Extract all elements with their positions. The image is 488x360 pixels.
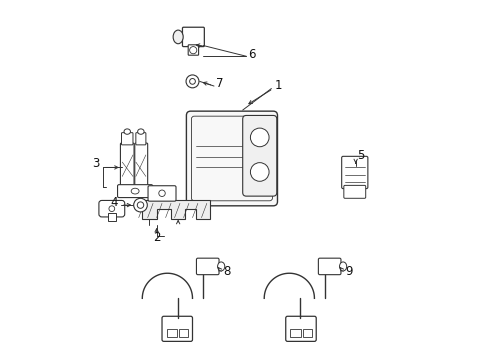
FancyBboxPatch shape (343, 185, 365, 198)
Bar (166, 329, 177, 337)
Text: 6: 6 (247, 48, 255, 61)
Text: 5: 5 (357, 149, 364, 162)
Ellipse shape (137, 129, 144, 134)
FancyBboxPatch shape (135, 143, 147, 188)
Text: 3: 3 (92, 157, 99, 170)
Text: 8: 8 (223, 265, 230, 278)
Polygon shape (135, 200, 210, 220)
Circle shape (185, 75, 199, 88)
Ellipse shape (339, 262, 346, 271)
FancyBboxPatch shape (117, 185, 152, 198)
Circle shape (159, 190, 165, 197)
Bar (107, 213, 116, 221)
Circle shape (109, 206, 115, 212)
Text: 1: 1 (274, 78, 282, 91)
Circle shape (250, 128, 268, 147)
FancyBboxPatch shape (341, 156, 367, 189)
Text: 4: 4 (110, 196, 117, 209)
Text: 9: 9 (344, 265, 352, 278)
Circle shape (250, 163, 268, 181)
FancyBboxPatch shape (318, 258, 340, 275)
FancyBboxPatch shape (191, 116, 272, 201)
Text: 7: 7 (215, 77, 223, 90)
Ellipse shape (124, 129, 130, 134)
FancyBboxPatch shape (120, 143, 134, 188)
FancyBboxPatch shape (242, 116, 276, 196)
FancyBboxPatch shape (121, 133, 133, 145)
FancyBboxPatch shape (188, 45, 198, 55)
FancyBboxPatch shape (186, 111, 277, 206)
Ellipse shape (217, 262, 224, 271)
FancyBboxPatch shape (136, 133, 145, 145)
FancyBboxPatch shape (182, 27, 204, 46)
Circle shape (189, 78, 195, 84)
Circle shape (133, 198, 147, 212)
FancyBboxPatch shape (285, 316, 316, 341)
Bar (290, 329, 301, 337)
FancyBboxPatch shape (99, 201, 124, 217)
Bar (179, 329, 188, 337)
Circle shape (189, 46, 196, 54)
Circle shape (137, 202, 143, 208)
Ellipse shape (173, 30, 183, 44)
FancyBboxPatch shape (196, 258, 219, 275)
FancyBboxPatch shape (148, 186, 176, 201)
FancyBboxPatch shape (162, 316, 192, 341)
Text: 2: 2 (153, 231, 160, 244)
Ellipse shape (131, 188, 139, 194)
Bar (303, 329, 311, 337)
